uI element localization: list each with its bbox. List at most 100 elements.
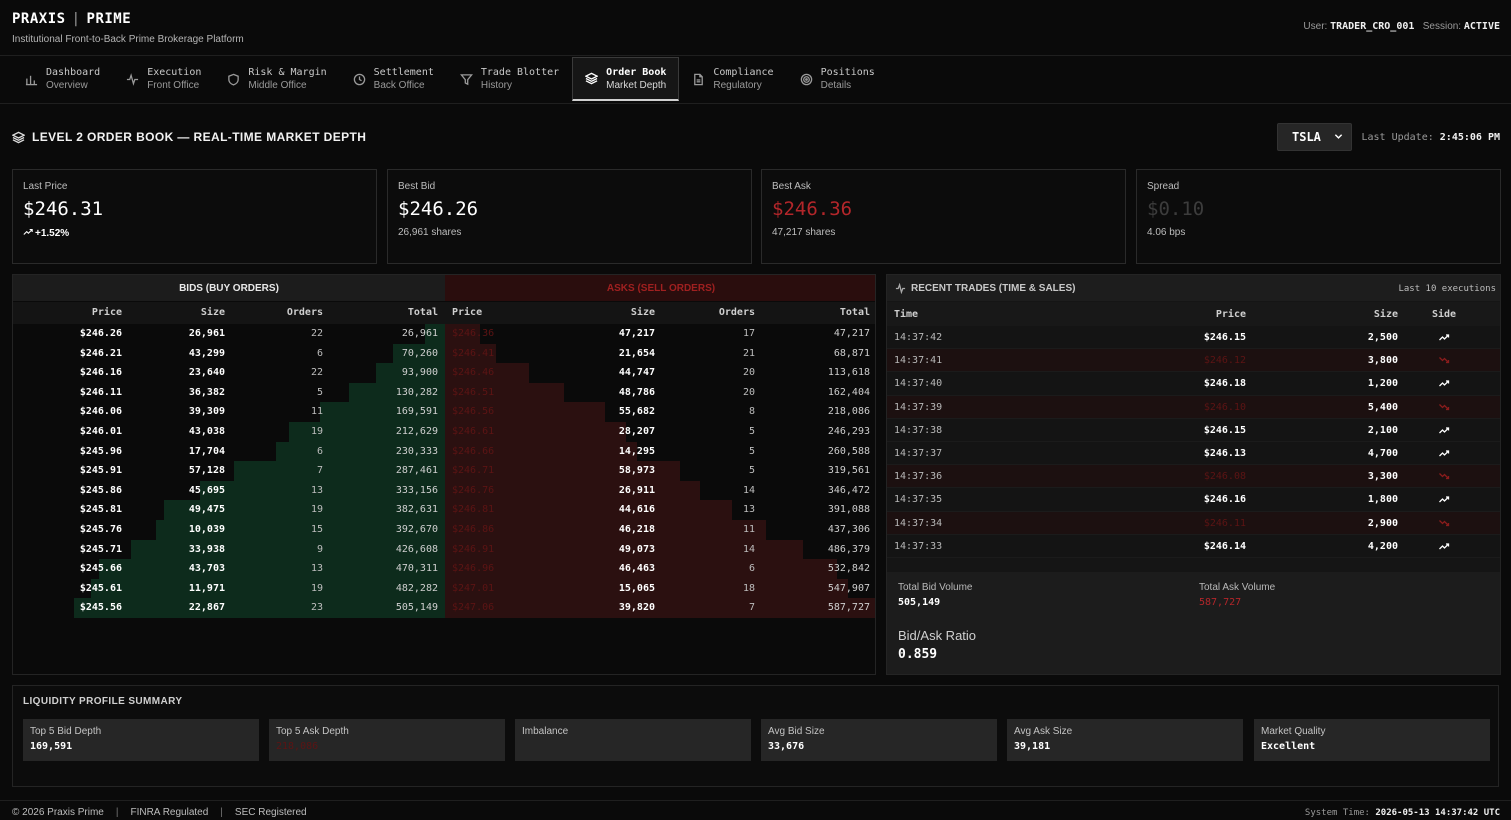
top-bar: PRAXIS | PRIME Institutional Front-to-Back… <box>0 0 1511 56</box>
volume-totals: Total Bid Volume 505,149 Total Ask Volum… <box>887 572 1500 674</box>
page-title: LEVEL 2 ORDER BOOK — REAL-TIME MARKET DE… <box>12 130 366 144</box>
bid-size: 43,038 <box>188 425 225 437</box>
tab-positions[interactable]: Positions Details <box>787 57 888 101</box>
order-book-row[interactable]: $245.91 57,128 7 287,461 $246.71 58,973 5 319,5… <box>13 461 875 481</box>
ask-price: $246.86 <box>452 523 495 535</box>
brand-logo[interactable]: PRAXIS | PRIME <box>12 11 131 27</box>
trade-row[interactable]: 14:37:35 $246.16 1,800 <box>887 488 1500 512</box>
bid-total: 482,282 <box>395 582 438 594</box>
liquidity-card-value: Excellent <box>1261 741 1316 752</box>
trending-up-icon <box>1439 496 1450 503</box>
ask-depth-bar <box>445 324 480 344</box>
ask-depth-bar <box>445 343 496 364</box>
tab-execution[interactable]: Execution Front Office <box>113 57 214 101</box>
target-icon <box>800 73 812 85</box>
bid-total: 392,670 <box>395 523 438 535</box>
bid-depth-bar <box>234 461 445 481</box>
activity-icon <box>895 283 906 294</box>
order-book-row[interactable]: $246.21 43,299 6 70,260 $246.41 21,654 21 68,87… <box>13 343 875 364</box>
bid-total-col[interactable]: Total <box>407 307 438 318</box>
session-status: ACTIVE <box>1463 21 1500 32</box>
last-price-card: Last Price $246.31 +1.52% <box>12 169 377 264</box>
trade-row[interactable]: 14:37:39 $246.10 5,400 <box>887 395 1500 419</box>
bids-header: BIDS (BUY ORDERS) <box>13 275 445 301</box>
trade-row[interactable]: 14:37:40 $246.18 1,200 <box>887 372 1500 396</box>
liquidity-card-label: Avg Ask Size <box>1014 726 1073 737</box>
ask-depth-bar <box>445 441 637 462</box>
tab-trade-blotter[interactable]: Trade Blotter History <box>447 57 572 101</box>
ask-orders: 18 <box>742 582 755 594</box>
trade-row[interactable]: 14:37:33 $246.14 4,200 <box>887 534 1500 558</box>
tab-title: Compliance <box>713 67 774 78</box>
bid-price: $245.66 <box>79 563 122 575</box>
order-book-row[interactable]: $246.16 23,640 22 93,900 $246.46 44,747 20 113,… <box>13 363 875 383</box>
bid-price-col[interactable]: Price <box>91 307 122 318</box>
tab-labels: Execution Front Office <box>147 66 201 92</box>
trade-row[interactable]: 14:37:38 $246.15 2,100 <box>887 418 1500 442</box>
bid-total: 93,900 <box>401 367 438 379</box>
order-book-row[interactable]: $245.61 11,971 19 482,282 $247.01 15,065 18 547… <box>13 578 875 599</box>
bid-total: 426,608 <box>395 543 438 555</box>
system-time-value: 2026-05-13 14:37:42 UTC <box>1375 808 1500 818</box>
spread-label: Spread <box>1147 181 1180 192</box>
bid-total: 470,311 <box>395 563 438 575</box>
trade-price-col: Price <box>1215 309 1246 320</box>
asks-header: ASKS (SELL ORDERS) <box>445 275 875 301</box>
trade-row[interactable]: 14:37:41 $246.12 3,800 <box>887 349 1500 373</box>
bid-size-col[interactable]: Size <box>200 307 225 318</box>
trade-row[interactable]: 14:37:42 $246.15 2,500 <box>887 326 1500 350</box>
ask-size: 46,463 <box>618 563 655 575</box>
bid-orders: 11 <box>310 406 323 418</box>
bid-price: $246.01 <box>79 425 122 437</box>
tab-labels: Positions Details <box>821 66 875 92</box>
trade-time: 14:37:36 <box>894 471 943 483</box>
trade-row[interactable]: 14:37:37 $246.13 4,700 <box>887 441 1500 466</box>
trade-time: 14:37:39 <box>894 401 943 413</box>
ask-orders-col[interactable]: Orders <box>718 307 755 318</box>
best-ask-card: Best Ask $246.36 47,217 shares <box>761 169 1126 264</box>
tab-order-book[interactable]: Order Book Market Depth <box>572 57 680 101</box>
spread-value: $0.10 <box>1147 198 1205 220</box>
tab-title: Order Book <box>606 66 667 78</box>
tab-compliance[interactable]: Compliance Regulatory <box>679 57 786 101</box>
ask-price: $246.56 <box>452 406 495 418</box>
bid-price: $246.16 <box>79 367 122 379</box>
order-book-row[interactable]: $246.01 43,038 19 212,629 $246.61 28,207 5 246,… <box>13 421 875 442</box>
trade-row[interactable]: 14:37:36 $246.08 3,300 <box>887 465 1500 489</box>
order-book-row[interactable]: $245.71 33,938 9 426,608 $246.91 49,073 14 486,… <box>13 539 875 560</box>
liquidity-card-value: 169,591 <box>30 741 73 752</box>
order-book-row[interactable]: $245.56 22,867 23 505,149 $247.06 39,820 7 587,… <box>13 598 875 618</box>
order-book-row[interactable]: $245.76 10,039 15 392,670 $246.86 46,218 11 437… <box>13 519 875 540</box>
order-book-row[interactable]: $246.06 39,309 11 169,591 $246.56 55,682 8 218,… <box>13 402 875 422</box>
order-book-row[interactable]: $245.81 49,475 19 382,631 $246.81 44,616 13 391… <box>13 500 875 520</box>
order-book-row[interactable]: $245.86 45,695 13 333,156 $246.76 26,911 14 346… <box>13 480 875 501</box>
bid-total: 70,260 <box>401 347 438 359</box>
bid-orders-col[interactable]: Orders <box>286 307 323 318</box>
ask-price: $246.91 <box>452 543 495 555</box>
symbol-select[interactable]: TSLA <box>1277 123 1352 151</box>
bid-orders: 5 <box>316 386 323 398</box>
bid-price: $246.21 <box>79 347 122 359</box>
order-book-row[interactable]: $246.11 36,382 5 130,282 $246.51 48,786 20 162,… <box>13 382 875 403</box>
trade-time: 14:37:34 <box>894 517 943 529</box>
order-book-columns: Price Size Orders Total Price Size Order… <box>13 302 875 324</box>
ask-price-col[interactable]: Price <box>452 307 483 318</box>
recent-trades-rows: 14:37:42 $246.15 2,500 14:37:41 $246.12 3,800… <box>887 326 1500 558</box>
order-book-row[interactable]: $245.96 17,704 6 230,333 $246.66 14,295 5 260,5… <box>13 441 875 462</box>
ask-size-col[interactable]: Size <box>630 307 655 318</box>
order-book-row[interactable]: $245.66 43,703 13 470,311 $246.96 46,463 6 532,… <box>13 559 875 579</box>
ask-total-col[interactable]: Total <box>839 307 870 318</box>
order-book-row[interactable]: $246.26 26,961 22 26,961 $246.36 47,217 17 47,2… <box>13 324 875 344</box>
bid-orders: 23 <box>310 602 323 614</box>
bid-size: 57,128 <box>188 465 225 477</box>
tab-risk-margin[interactable]: Risk & Margin Middle Office <box>214 57 339 101</box>
trade-row[interactable]: 14:37:34 $246.11 2,900 <box>887 511 1500 535</box>
trending-up-icon <box>1439 380 1450 387</box>
ask-orders: 20 <box>742 386 755 398</box>
tab-settlement[interactable]: Settlement Back Office <box>340 57 447 101</box>
trade-size: 4,700 <box>1367 447 1398 459</box>
tab-dashboard[interactable]: Dashboard Overview <box>12 57 113 101</box>
recent-trades-count: Last 10 executions <box>1398 284 1496 294</box>
bid-depth-bar <box>74 598 445 618</box>
liquidity-card-value: 218,086 <box>276 741 319 752</box>
